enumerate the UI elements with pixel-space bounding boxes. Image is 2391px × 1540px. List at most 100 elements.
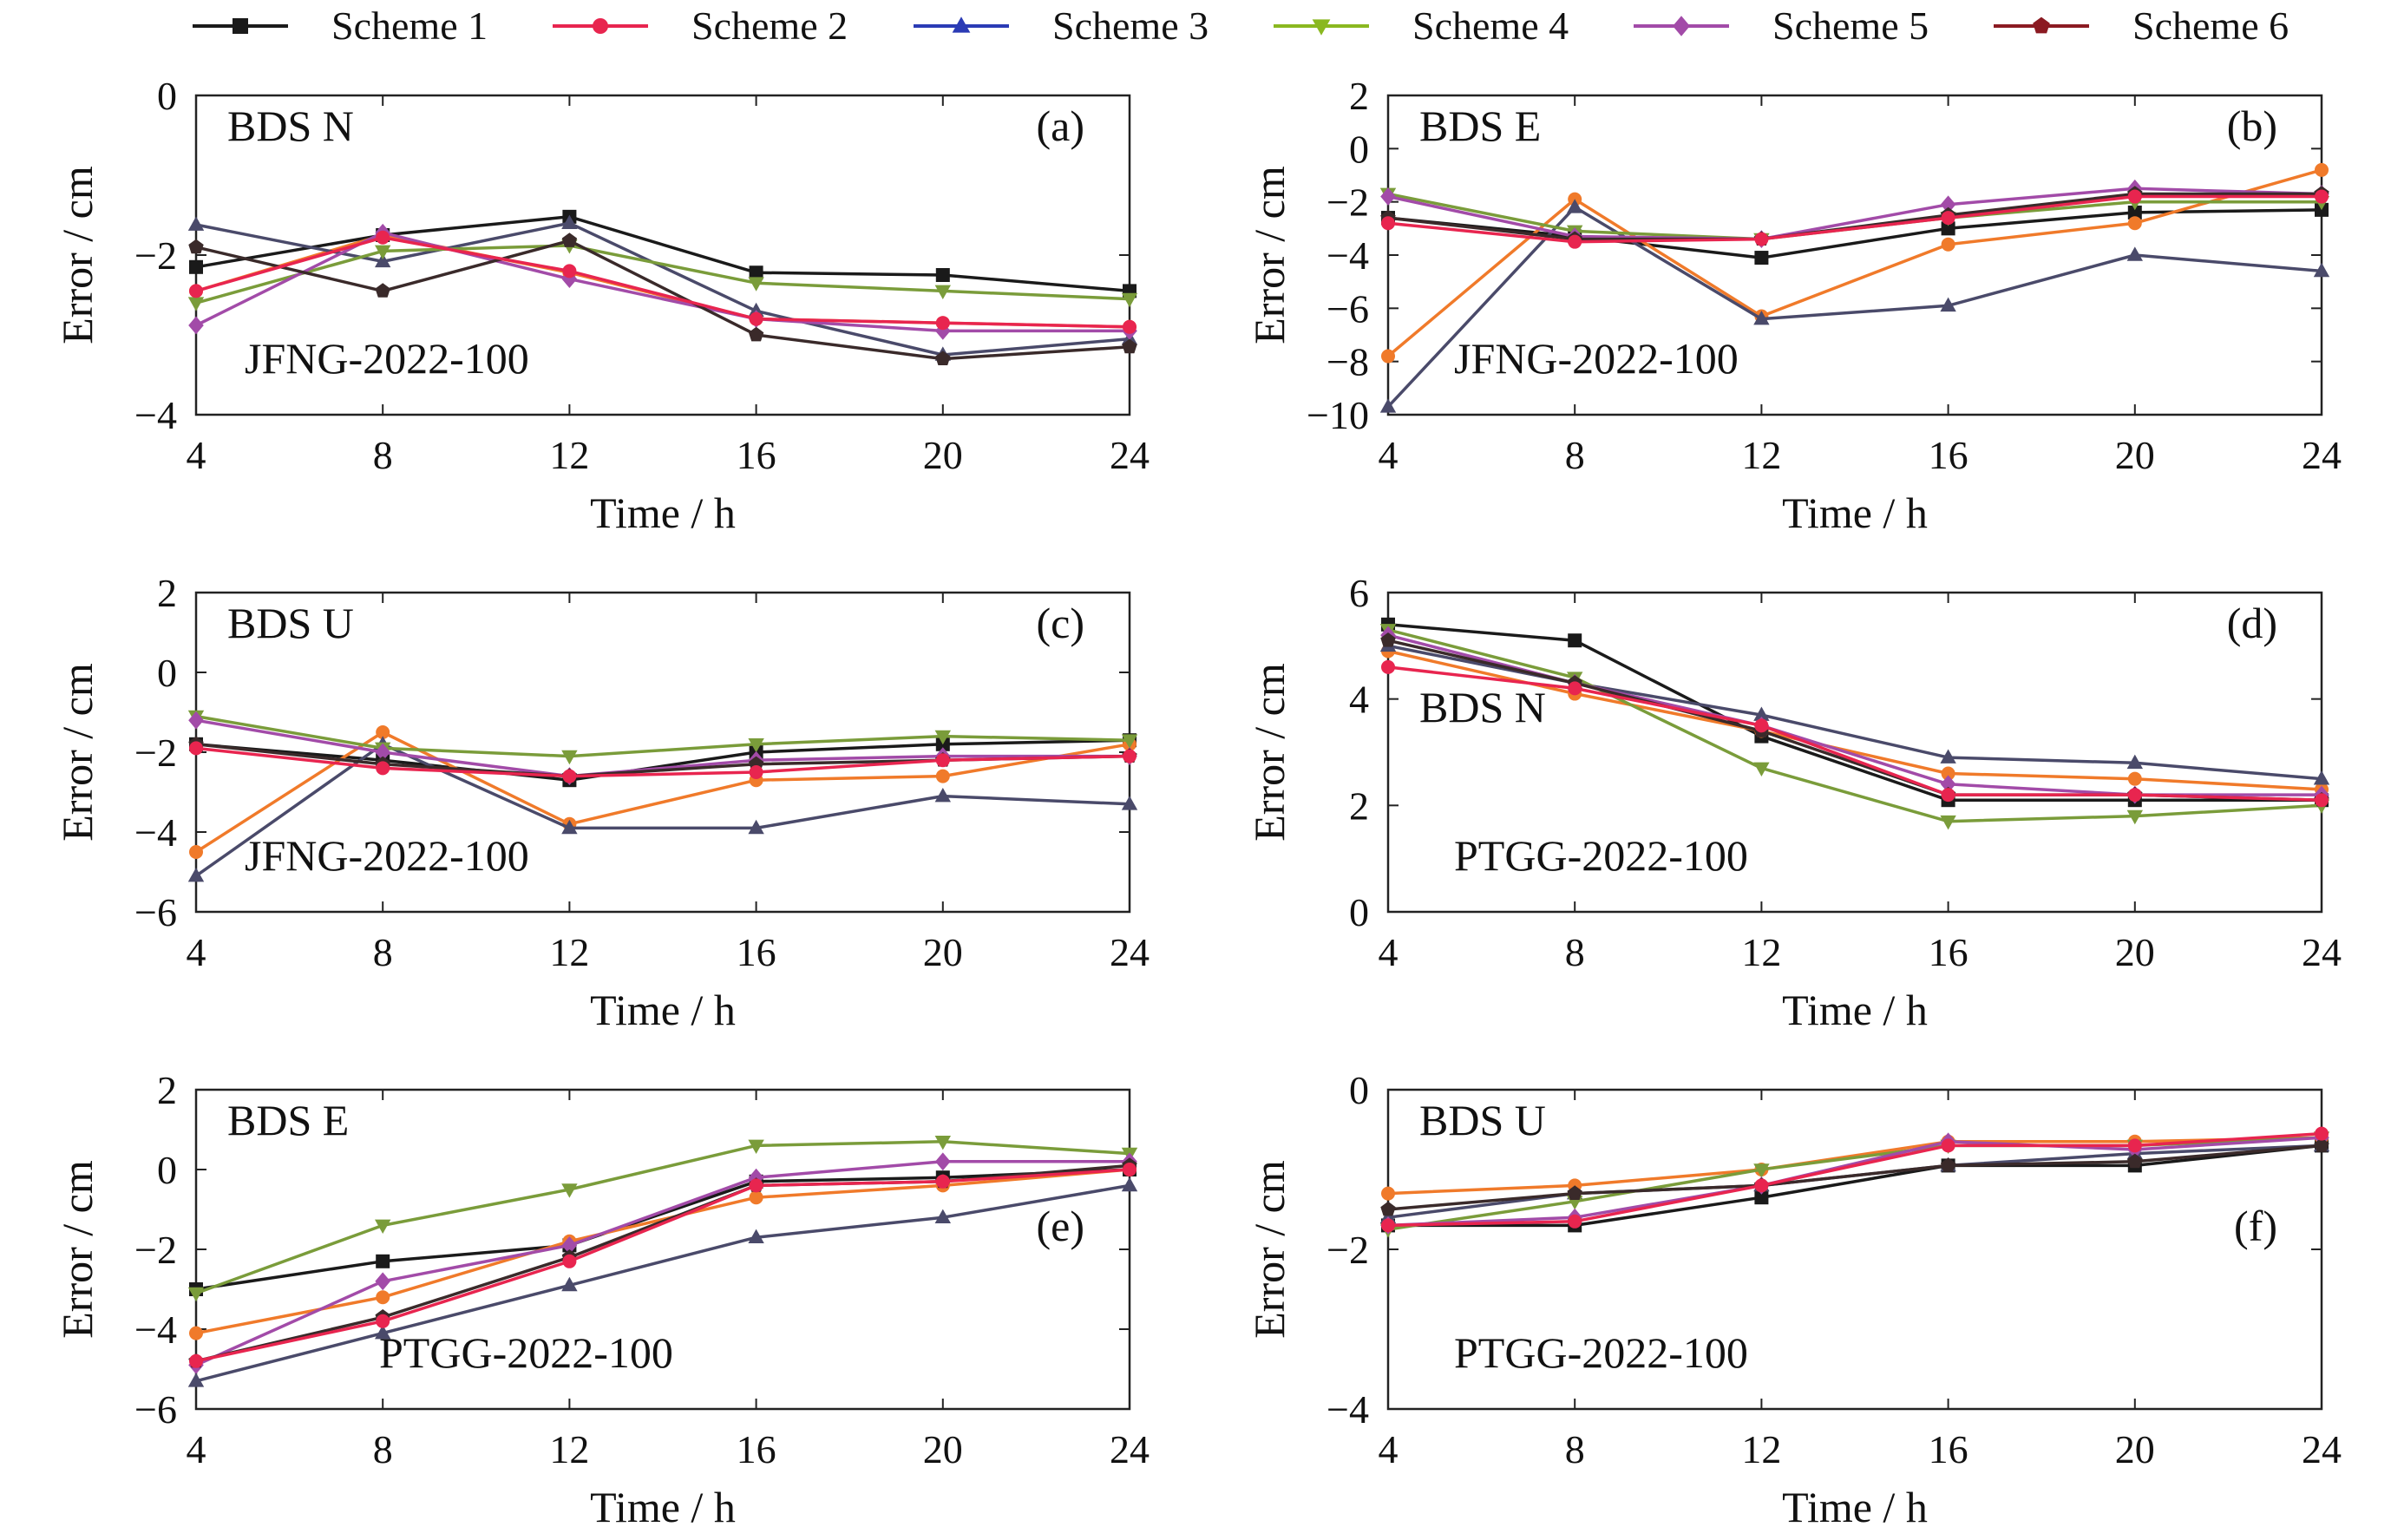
legend-label: Scheme 4 xyxy=(1412,3,1569,48)
x-tick-label: 8 xyxy=(1565,433,1585,477)
panel-station: JFNG-2022-100 xyxy=(245,831,529,880)
data-point xyxy=(561,214,578,229)
x-tick-label: 20 xyxy=(923,433,963,477)
y-tick-label: −2 xyxy=(1327,1228,1369,1272)
data-point xyxy=(1123,749,1137,763)
data-point xyxy=(1381,659,1395,674)
data-point xyxy=(562,1254,577,1268)
panel-station: JFNG-2022-100 xyxy=(245,334,529,383)
legend: Scheme 1 Scheme 2 Scheme 3 Scheme 4 Scheme 5… xyxy=(193,3,2289,48)
data-point xyxy=(748,277,764,292)
y-tick-label: −4 xyxy=(134,1307,177,1352)
series-line xyxy=(189,1163,1137,1368)
y-tick-label: −2 xyxy=(134,1228,177,1272)
y-tick-label: −4 xyxy=(1327,233,1369,278)
data-point xyxy=(2127,1153,2143,1169)
data-point xyxy=(1568,681,1582,696)
data-point xyxy=(748,326,764,342)
data-point xyxy=(749,1178,763,1193)
data-point xyxy=(1380,632,1396,647)
series-line xyxy=(189,230,1137,334)
y-axis-label: Error / cm xyxy=(1245,1160,1294,1339)
y-tick-label: 2 xyxy=(1349,74,1369,118)
x-tick-label: 24 xyxy=(1110,1427,1150,1471)
y-tick-label: 0 xyxy=(157,1148,177,1192)
data-point xyxy=(935,1174,950,1189)
data-point xyxy=(748,819,764,835)
data-point xyxy=(1567,199,1583,213)
series-line xyxy=(1381,659,2329,808)
chart-panel: 4 8 12 16 20 24 −4 −2 0 Time / h Error / cm (f) BDS … xyxy=(1245,1068,2342,1531)
data-point xyxy=(1941,1138,1955,1153)
legend-item: Scheme 2 xyxy=(553,3,848,48)
series-path xyxy=(195,239,1130,361)
x-axis-label: Time / h xyxy=(1782,488,1928,537)
data-point xyxy=(1754,1190,1769,1205)
data-point xyxy=(375,1325,391,1340)
legend-label: Scheme 2 xyxy=(691,3,848,48)
panel-station: PTGG-2022-100 xyxy=(1454,1328,1748,1377)
legend-item: Scheme 5 xyxy=(1634,3,1929,48)
legend-label: Scheme 3 xyxy=(1052,3,1209,48)
data-point xyxy=(561,233,578,247)
series-path xyxy=(195,231,1130,333)
x-tick-label: 24 xyxy=(1110,433,1150,477)
data-point xyxy=(2127,1138,2142,1153)
y-tick-label: 0 xyxy=(157,651,177,695)
series-path xyxy=(195,1160,1130,1366)
series-line xyxy=(189,1163,1137,1340)
data-point xyxy=(749,765,763,779)
series-path xyxy=(195,731,1130,854)
data-point xyxy=(189,284,203,298)
data-point xyxy=(1753,762,1770,777)
x-tick-label: 20 xyxy=(2115,930,2155,974)
x-tick-label: 24 xyxy=(1110,930,1150,974)
y-tick-label: 4 xyxy=(1349,678,1369,722)
panel-tag: (c) xyxy=(1037,599,1085,647)
series-path xyxy=(1387,187,2322,241)
data-point xyxy=(935,268,950,282)
legend-label: Scheme 5 xyxy=(1772,3,1929,48)
data-point xyxy=(1754,232,1769,246)
y-axis-label: Error / cm xyxy=(1245,166,1294,344)
series-line xyxy=(189,1163,1137,1296)
series-path xyxy=(195,1168,1130,1335)
x-axis-label: Time / h xyxy=(1782,986,1928,1034)
x-tick-label: 8 xyxy=(1565,930,1585,974)
x-tick-label: 4 xyxy=(187,930,206,974)
series-line xyxy=(189,741,1137,783)
series-path xyxy=(1387,665,2322,802)
data-point xyxy=(1940,815,1956,830)
panel-station: PTGG-2022-100 xyxy=(379,1328,673,1377)
data-point xyxy=(188,711,204,730)
panel-tag: (b) xyxy=(2227,102,2277,150)
data-point xyxy=(1381,349,1395,364)
x-tick-label: 24 xyxy=(2302,433,2342,477)
panel-tag: (d) xyxy=(2227,599,2277,647)
data-point xyxy=(748,1229,764,1243)
x-tick-label: 4 xyxy=(1379,1427,1399,1471)
data-point xyxy=(2315,162,2329,177)
series-path xyxy=(1387,194,2322,244)
data-point xyxy=(375,1272,390,1291)
data-point xyxy=(1941,221,1955,236)
data-point xyxy=(376,761,390,776)
x-tick-label: 4 xyxy=(187,433,206,477)
data-point xyxy=(376,1314,390,1328)
panel-station: PTGG-2022-100 xyxy=(1454,831,1748,880)
data-point xyxy=(749,1190,763,1205)
panel-component: BDS E xyxy=(1419,102,1541,150)
x-tick-label: 16 xyxy=(737,1427,776,1471)
series-path xyxy=(195,244,1130,305)
x-tick-label: 16 xyxy=(1929,930,1968,974)
panel-station: JFNG-2022-100 xyxy=(1454,334,1739,383)
x-tick-label: 16 xyxy=(737,433,776,477)
chart-panel: 4 8 12 16 20 24 −6 −4 −2 0 2 Time / h Error / cm (e) B… xyxy=(53,1068,1150,1531)
data-point xyxy=(561,1236,578,1255)
series-line xyxy=(188,223,1137,340)
data-point xyxy=(1568,234,1582,249)
legend-label: Scheme 1 xyxy=(331,3,488,48)
data-point xyxy=(1122,338,1137,354)
